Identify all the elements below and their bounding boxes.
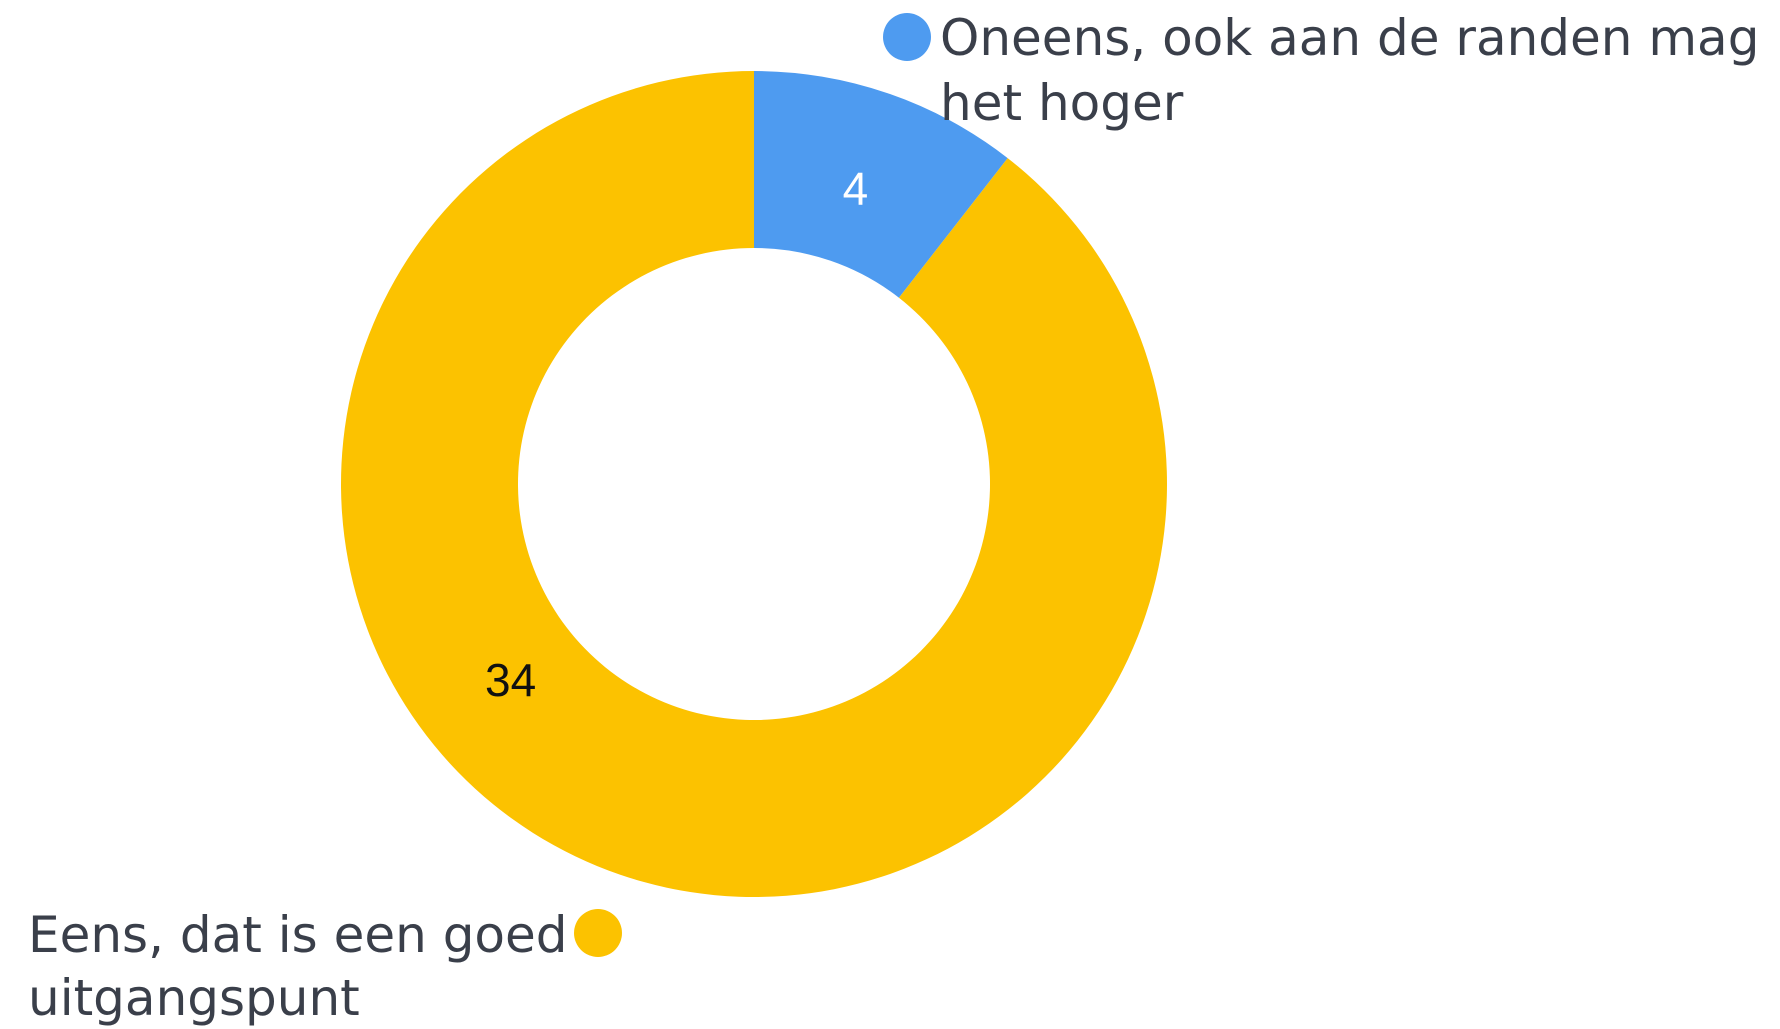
- legend-entry-agree: Eens, dat is een goed uitgangspunt: [28, 906, 622, 1027]
- value-label-disagree: 4: [843, 162, 869, 214]
- legend-label-agree-line-2: uitgangspunt: [28, 969, 360, 1027]
- legend-label-agree-line-1: Eens, dat is een goed: [28, 906, 568, 964]
- legend-label-disagree-line-2: het hoger: [940, 74, 1184, 132]
- donut-slices: [341, 71, 1167, 898]
- slice-agree: [341, 71, 1167, 898]
- legend-label-agree: Eens, dat is een goed uitgangspunt: [28, 906, 583, 1027]
- legend-entry-disagree: Oneens, ook aan de randen mag het hoger: [883, 9, 1775, 132]
- slice-disagree: [754, 71, 1008, 298]
- legend-marker-disagree: [883, 13, 931, 61]
- data-labels: 4 34: [485, 162, 868, 706]
- legend-label-disagree-line-1: Oneens, ook aan de randen mag: [940, 9, 1759, 67]
- legend-marker-agree: [574, 909, 622, 957]
- value-label-agree: 34: [485, 654, 536, 706]
- legend-label-disagree: Oneens, ook aan de randen mag het hoger: [940, 9, 1775, 132]
